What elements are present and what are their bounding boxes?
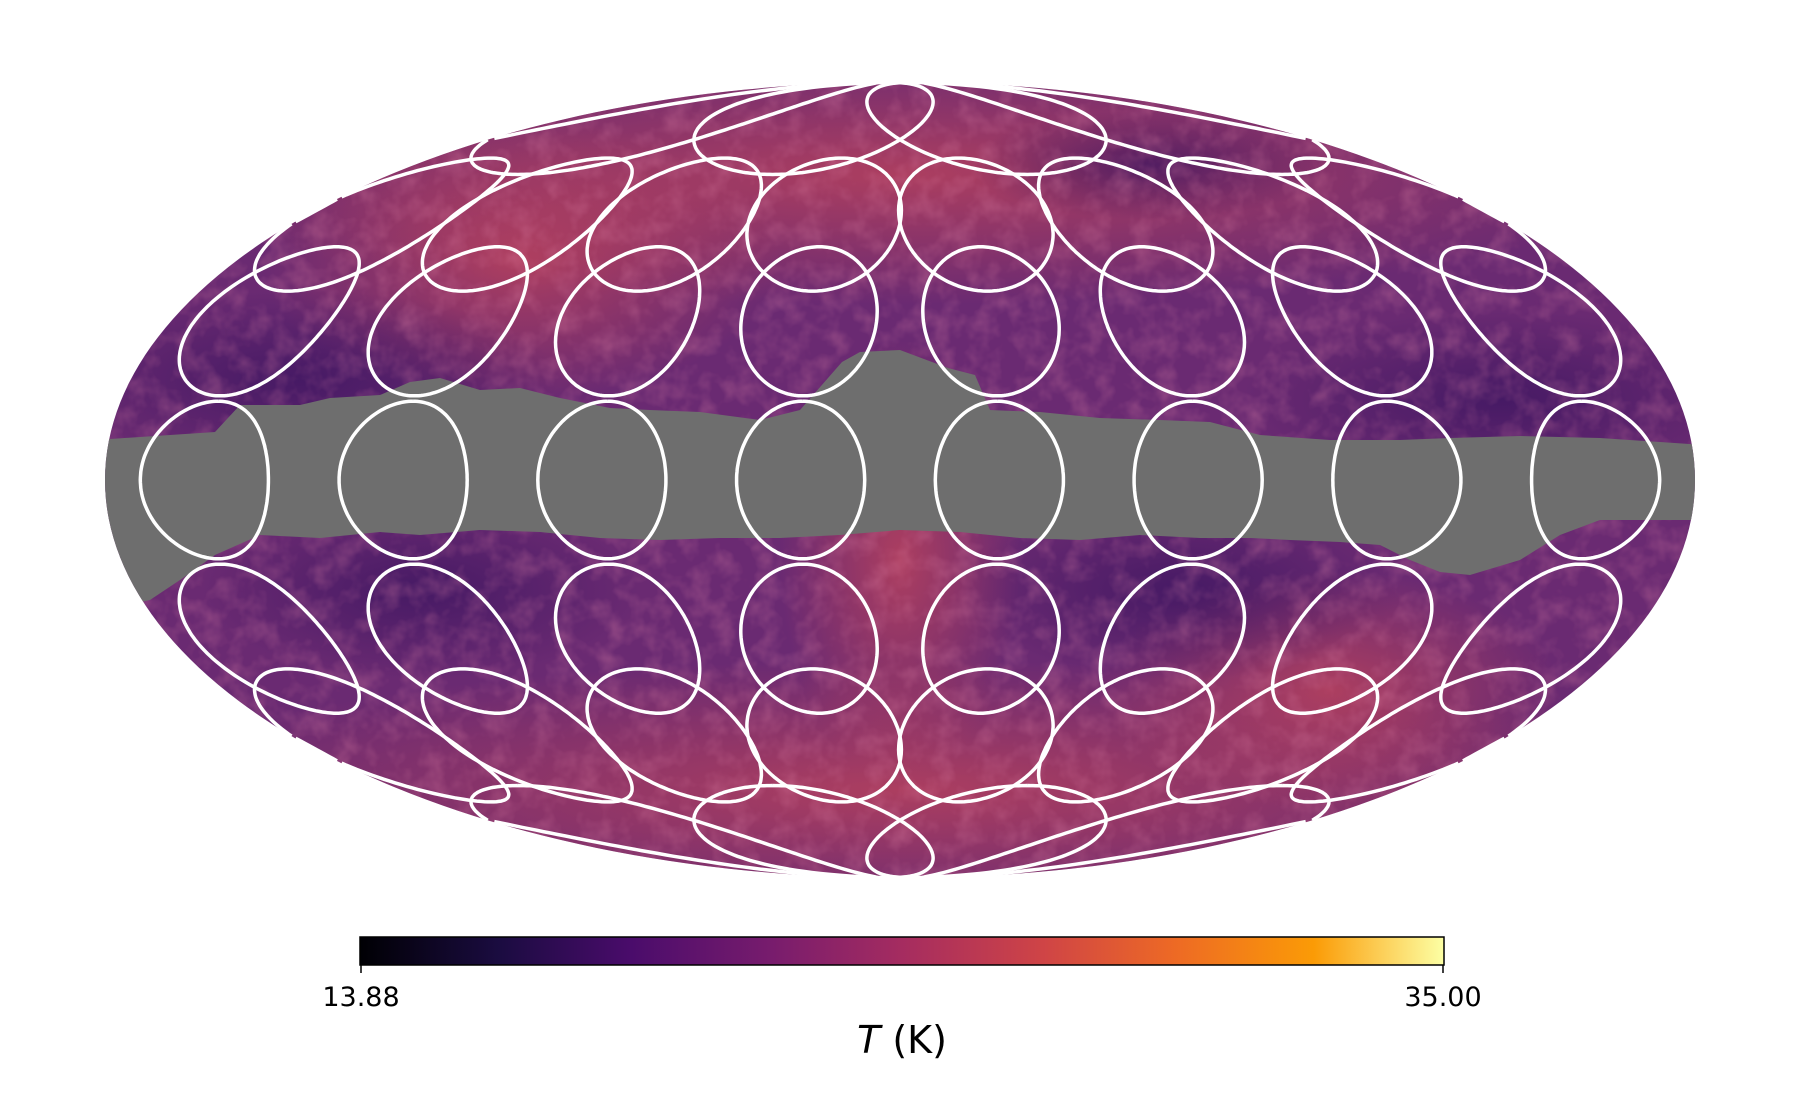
region-outline-2-6	[366, 245, 530, 398]
colorbar-max-label: 35.00	[1404, 982, 1481, 1013]
region-outline-1-7	[252, 156, 1506, 293]
region-outline-5-4	[745, 667, 904, 804]
region-outline-3-6	[337, 399, 469, 561]
axis-symbol: T	[857, 1018, 883, 1062]
region-outline-2-4	[739, 245, 879, 398]
galactic-plane-mask	[105, 350, 1695, 612]
region-outline-6-0	[493, 783, 1331, 880]
region-outline-2-7	[177, 245, 361, 398]
region-outline-0-2	[692, 80, 935, 177]
region-outline-0-3	[469, 80, 1307, 177]
region-outline-4-1	[1270, 562, 1434, 715]
region-outline-2-3	[921, 245, 1061, 398]
region-outline-4-2	[1098, 562, 1247, 715]
region-outline-6-2	[692, 783, 935, 880]
region-outline-4-7	[177, 562, 361, 715]
axis-unit: (K)	[880, 1018, 947, 1062]
region-outlines	[138, 80, 1662, 880]
colorbar-min-label: 13.88	[322, 982, 399, 1013]
region-outline-3-7	[138, 399, 271, 561]
region-outline-3-2	[1132, 399, 1264, 561]
region-outline-5-2	[1036, 667, 1215, 804]
region-outline-3-5	[536, 399, 668, 561]
region-outline-3-3	[933, 399, 1066, 561]
region-outline-3-4	[734, 399, 867, 561]
region-outline-5-6	[420, 667, 634, 804]
region-outline-3-1	[1331, 399, 1463, 561]
region-outline-1-2	[1036, 156, 1215, 293]
region-outline-1-4	[745, 156, 904, 293]
region-outline-4-4	[739, 562, 879, 715]
region-outline-2-5	[553, 245, 702, 398]
region-outline-2-0	[1439, 245, 1623, 398]
region-outline-0-1	[865, 80, 1108, 177]
region-outline-1-3	[896, 156, 1055, 293]
region-outline-5-5	[585, 667, 764, 804]
region-outline-6-3	[469, 783, 1307, 880]
region-outline-4-5	[553, 562, 702, 715]
region-outline-4-3	[921, 562, 1061, 715]
region-outline-2-2	[1098, 245, 1247, 398]
region-outline-2-1	[1270, 245, 1434, 398]
region-outline-1-5	[585, 156, 764, 293]
region-outline-5-1	[1166, 667, 1380, 804]
region-outline-3-0	[1529, 399, 1662, 561]
region-outline-4-0	[1439, 562, 1623, 715]
region-outline-5-7	[252, 667, 1506, 804]
region-outline-1-0	[294, 156, 1548, 293]
region-outline-4-6	[366, 562, 530, 715]
colorbar	[359, 936, 1445, 966]
region-outline-5-3	[896, 667, 1055, 804]
colorbar-axis-label: T (K)	[857, 1018, 947, 1062]
